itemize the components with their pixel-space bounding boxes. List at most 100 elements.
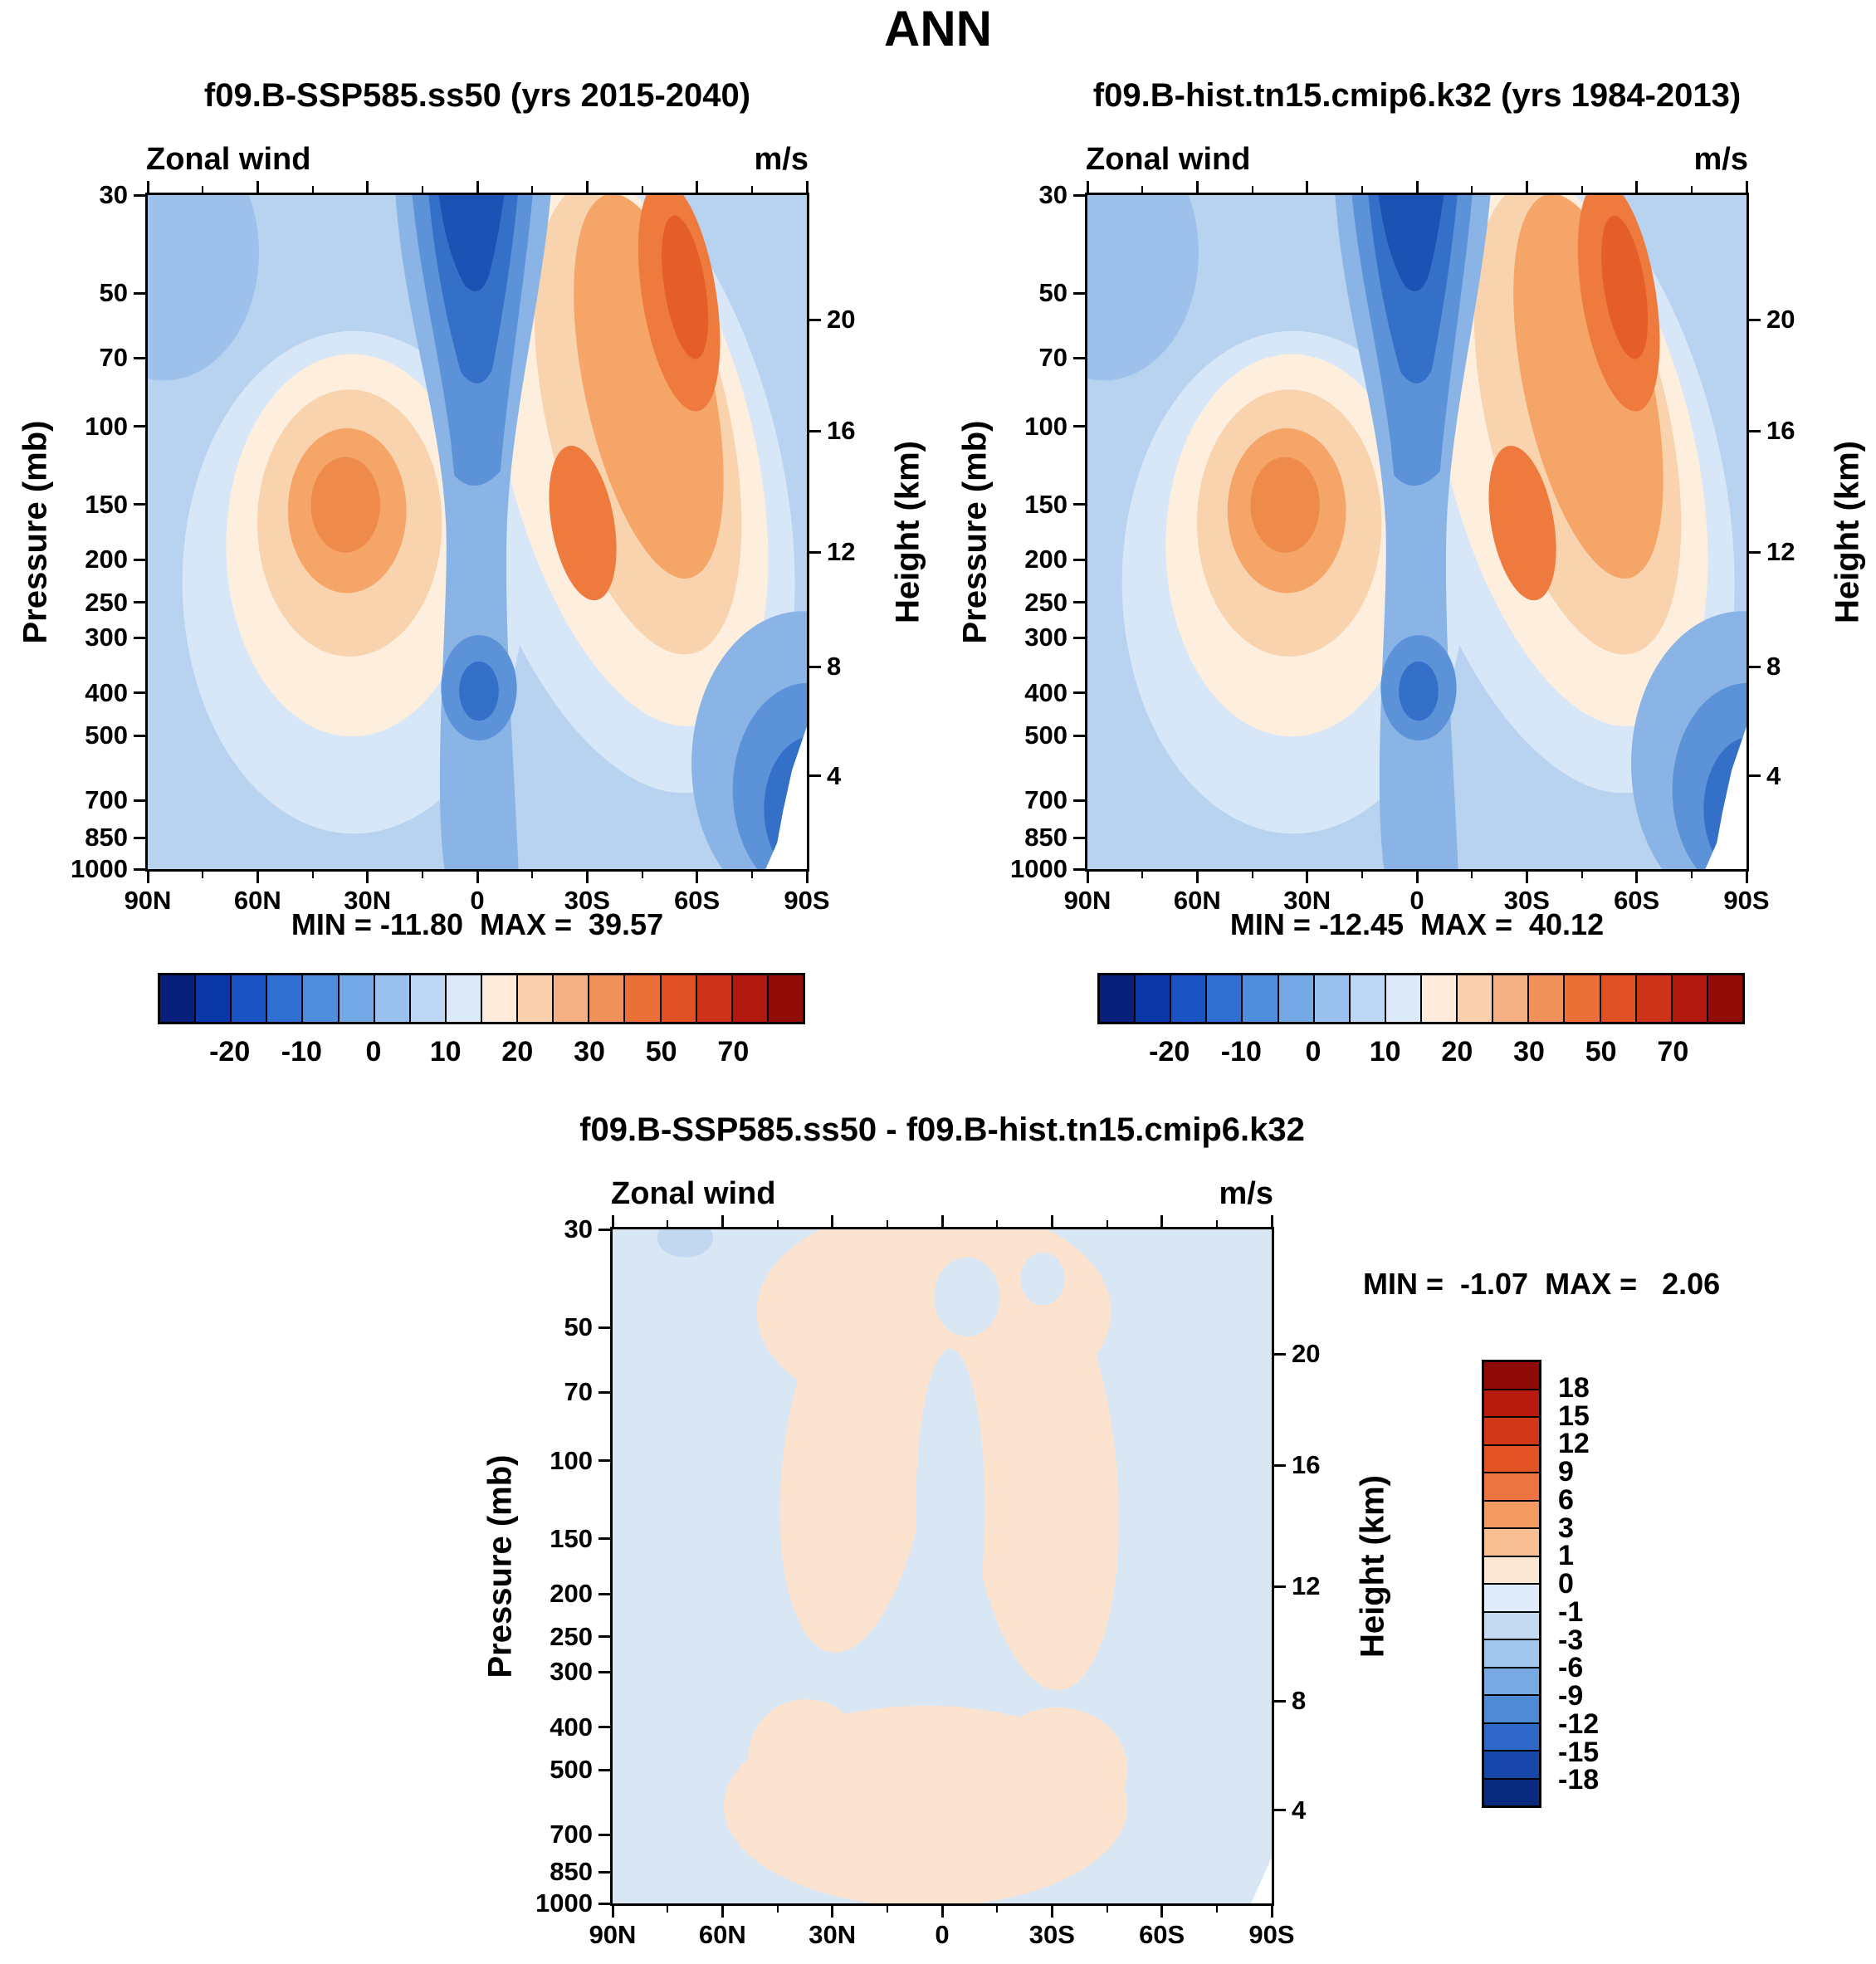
height-axis-label: Height (km) [889,441,926,623]
colorbar-label: 20 [501,1036,534,1067]
height-axis-label: Height (km) [1354,1475,1391,1658]
latitude-minor-tick [1251,186,1253,193]
pressure-tick [1073,636,1085,639]
colorbar-label: 1 [1558,1540,1574,1572]
colorbar-difference [1482,1360,1541,1808]
colorbar-cell [1484,1639,1539,1667]
latitude-minor-tick [1471,872,1473,878]
latitude-tick-label: 90N [1063,886,1111,915]
colorbar-cell [695,975,731,1022]
height-tick-label: 8 [1766,652,1781,682]
colorbar-cell [1670,975,1707,1022]
pressure-tick-label: 500 [550,1755,593,1785]
pressure-tick [1073,836,1085,839]
latitude-tick-label: 30S [564,886,610,915]
latitude-tick [805,872,809,883]
pressure-tick [598,1326,610,1329]
latitude-tick [256,872,259,883]
latitude-minor-tick [886,1220,888,1227]
colorbar-cell [623,975,660,1022]
pressure-tick-label: 50 [99,278,128,308]
colorbar-cell [480,975,517,1022]
latitude-tick [721,1906,724,1918]
colorbar-cell [1484,1750,1539,1778]
units-label: m/s [1219,1176,1273,1211]
latitude-minor-tick [421,186,423,193]
colorbar-cell [1170,975,1206,1022]
colorbar-cell [1484,1610,1539,1639]
colorbar-label: 3 [1558,1512,1574,1544]
colorbar-cell [516,975,553,1022]
colorbar-cell [1484,1722,1539,1750]
latitude-tick [1415,872,1419,883]
pressure-tick [134,425,145,428]
height-tick [1274,1699,1286,1703]
latitude-tick [585,872,589,883]
colorbar-cell [373,975,409,1022]
latitude-tick [696,181,699,193]
latitude-tick [476,181,479,193]
latitude-minor-tick [996,1220,999,1227]
latitude-tick [1086,872,1089,883]
height-tick-label: 4 [827,760,842,790]
latitude-minor-tick [311,872,314,878]
latitude-tick [1195,181,1199,193]
latitude-tick-label: 0 [1409,886,1424,915]
latitude-tick [1745,181,1748,193]
colorbar-label: 10 [1369,1036,1401,1067]
pressure-tick [134,601,145,604]
pressure-tick [134,291,145,295]
pressure-tick [1073,734,1085,737]
colorbar-label: 0 [365,1036,382,1067]
colorbar-labels-left: -20 -10 0 10 20 30 50 70 [158,1038,805,1071]
latitude-minor-tick [641,186,643,193]
colorbar-cell [266,975,302,1022]
pressure-tick [598,1902,610,1905]
colorbar-label: -3 [1558,1624,1584,1656]
height-tick [809,774,821,778]
pressure-tick [1073,867,1085,871]
height-tick [809,318,821,321]
latitude-tick-label: 90S [1723,886,1770,915]
panel-title: f09.B-hist.tn15.cmip6.k32 (yrs 1984-2013… [1092,77,1742,114]
pressure-tick-label: 700 [1024,785,1067,815]
latitude-tick [1415,181,1419,193]
pressure-tick-label: 30 [99,180,128,209]
colorbar-cell [1484,1388,1539,1416]
latitude-tick [146,872,149,883]
height-tick [809,665,821,668]
latitude-minor-tick [1361,872,1363,878]
pressure-tick-label: 400 [1024,677,1067,707]
latitude-tick-label: 60N [233,886,281,915]
pressure-tick-label: 300 [1024,623,1067,652]
pressure-tick [134,503,145,506]
pressure-tick [1073,291,1085,295]
height-tick [1749,318,1761,321]
colorbar-label: 0 [1305,1036,1322,1067]
colorbar-cell [1484,1666,1539,1694]
pressure-tick-label: 400 [550,1712,593,1742]
pressure-tick [1073,558,1085,561]
colorbar-label: -20 [209,1036,251,1067]
pressure-tick [1073,691,1085,695]
pressure-tick-label: 500 [85,721,128,750]
latitude-minor-tick [1690,186,1693,193]
pressure-tick-label: 100 [550,1445,593,1475]
colorbar-labels-difference: 18 15 12 9 6 3 1 0 -1 -3 -6 -9 -12 -15 -18 [1558,1360,1633,1808]
colorbar-label: -6 [1558,1652,1584,1684]
latitude-tick-label: 90S [1248,1920,1295,1949]
latitude-minor-tick [1580,872,1583,878]
latitude-tick [805,181,809,193]
latitude-tick-label: 0 [935,1920,950,1949]
height-tick-label: 16 [1766,416,1795,446]
colorbar-cell [1419,975,1457,1022]
latitude-minor-tick [750,872,753,878]
latitude-tick [721,1215,724,1227]
colorbar-cell [160,975,195,1022]
latitude-minor-tick [531,872,534,878]
pressure-tick-label: 150 [1024,489,1067,519]
height-tick-label: 20 [827,305,856,335]
pressure-tick-label: 100 [1024,411,1067,441]
latitude-tick-label: 30N [1283,886,1331,915]
pressure-tick [598,1726,610,1729]
